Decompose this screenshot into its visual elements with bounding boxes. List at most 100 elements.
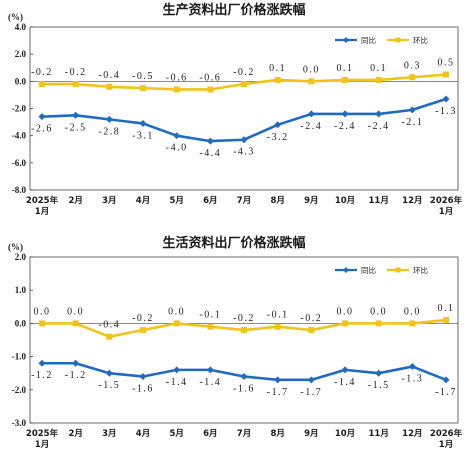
data-point <box>173 366 181 374</box>
x-tick-label: 7月 <box>237 196 251 206</box>
x-tick-label: 4月 <box>136 429 150 439</box>
data-label: -0.2 <box>132 313 154 324</box>
data-point <box>106 83 113 90</box>
data-point <box>173 86 180 93</box>
data-point <box>342 320 348 327</box>
data-point <box>274 76 281 83</box>
data-label: -0.1 <box>199 310 221 321</box>
y-tick-label: -4.0 <box>12 131 27 141</box>
data-label: -2.8 <box>98 126 120 137</box>
data-label: 0.1 <box>337 63 354 74</box>
x-tick-label: 10月 <box>335 429 355 439</box>
data-label: -1.4 <box>199 377 221 388</box>
data-point <box>139 119 147 127</box>
data-label: 0.0 <box>370 306 387 317</box>
data-label: -1.3 <box>435 106 457 117</box>
data-point <box>206 366 214 374</box>
legend-label: 环比 <box>413 265 428 275</box>
data-point <box>72 81 79 88</box>
data-point <box>39 320 45 327</box>
data-point <box>72 359 80 367</box>
y-tick-label: -2.0 <box>12 385 27 395</box>
data-point <box>375 320 382 327</box>
data-point <box>139 373 147 381</box>
y-tick-label: 2.0 <box>15 49 27 59</box>
x-tick-label: 9月 <box>304 196 318 206</box>
data-label: -1.6 <box>132 384 154 395</box>
data-point <box>240 136 248 144</box>
x-tick-label: 7月 <box>237 429 251 439</box>
data-point <box>72 320 79 327</box>
data-label: 0.3 <box>404 60 421 71</box>
data-point <box>375 110 383 118</box>
y-tick-label: 1.0 <box>15 285 27 295</box>
y-tick-label: 2.0 <box>15 252 27 262</box>
x-tick-label: 12月 <box>402 196 422 206</box>
data-label: -0.4 <box>98 70 120 81</box>
legend-label: 同比 <box>361 35 376 45</box>
y-unit-label: (%) <box>8 12 23 22</box>
data-label: 0.0 <box>303 64 320 75</box>
data-label: -0.2 <box>233 313 255 324</box>
data-point <box>442 95 450 103</box>
chart-title: 生活资料出厂价格涨跌幅 <box>162 235 305 251</box>
data-label: 0.5 <box>438 58 455 69</box>
data-point <box>408 363 416 371</box>
data-point <box>39 81 45 88</box>
y-tick-label: 0.0 <box>15 76 27 86</box>
y-tick-label: -6.0 <box>12 158 27 168</box>
data-label: -1.5 <box>368 380 390 391</box>
data-point <box>72 111 80 119</box>
y-unit-label: (%) <box>8 242 23 252</box>
data-label: 0.0 <box>168 306 185 317</box>
x-tick-label: 2月 <box>68 196 82 206</box>
data-label: -0.2 <box>31 67 53 78</box>
data-point <box>408 106 416 114</box>
data-label: 0.1 <box>370 63 387 74</box>
data-point <box>106 333 113 340</box>
x-tick-label: 11月 <box>368 429 388 439</box>
data-point <box>341 110 349 118</box>
x-tick-label: 2026年 1月 <box>430 428 463 450</box>
data-point <box>207 86 214 93</box>
chart-svg: 生产资料出厂价格涨跌幅(%)4.02.00.0-2.0-4.0-6.0-8.02… <box>8 2 463 217</box>
x-tick-label: 4月 <box>136 196 150 206</box>
y-tick-label: -1.0 <box>12 352 27 362</box>
data-point <box>240 373 248 381</box>
data-point <box>375 369 383 377</box>
data-point <box>173 132 181 140</box>
x-tick-label: 11月 <box>368 196 388 206</box>
x-tick-label: 3月 <box>102 196 116 206</box>
data-point <box>140 85 146 92</box>
data-label: -0.2 <box>65 67 87 78</box>
legend-label: 环比 <box>413 35 428 45</box>
data-label: -2.5 <box>65 122 87 133</box>
data-point <box>442 376 450 384</box>
y-tick-label: 4.0 <box>15 22 27 32</box>
legend-label: 同比 <box>361 265 376 275</box>
x-tick-label: 2026年 1月 <box>430 195 463 217</box>
y-tick-label: -8.0 <box>12 185 27 195</box>
data-point <box>307 110 315 118</box>
data-point <box>307 376 315 384</box>
y-tick-label: 0.0 <box>15 318 27 328</box>
data-point <box>140 327 146 334</box>
data-label: -2.4 <box>368 121 390 132</box>
data-point <box>274 323 281 330</box>
data-label: 0.0 <box>337 306 354 317</box>
data-point <box>38 113 46 121</box>
y-tick-label: -3.0 <box>12 418 27 428</box>
data-label: -1.4 <box>334 377 356 388</box>
x-tick-label: 5月 <box>169 196 183 206</box>
chart-panel-production: 生产资料出厂价格涨跌幅 (%) 4.0 2.0 0.0 -2.0 -4.0 -6.0 -8.0 2… <box>8 2 463 217</box>
x-tick-label: 8月 <box>270 196 284 206</box>
data-label: -0.2 <box>300 313 322 324</box>
data-point <box>308 78 315 85</box>
data-label: -0.5 <box>132 71 154 82</box>
legend-swatch-marker <box>395 267 401 273</box>
data-label: -1.2 <box>65 370 87 381</box>
x-tick-label: 8月 <box>270 429 284 439</box>
data-label: -4.3 <box>233 147 255 158</box>
data-point <box>241 81 247 88</box>
x-tick-label: 9月 <box>304 429 318 439</box>
